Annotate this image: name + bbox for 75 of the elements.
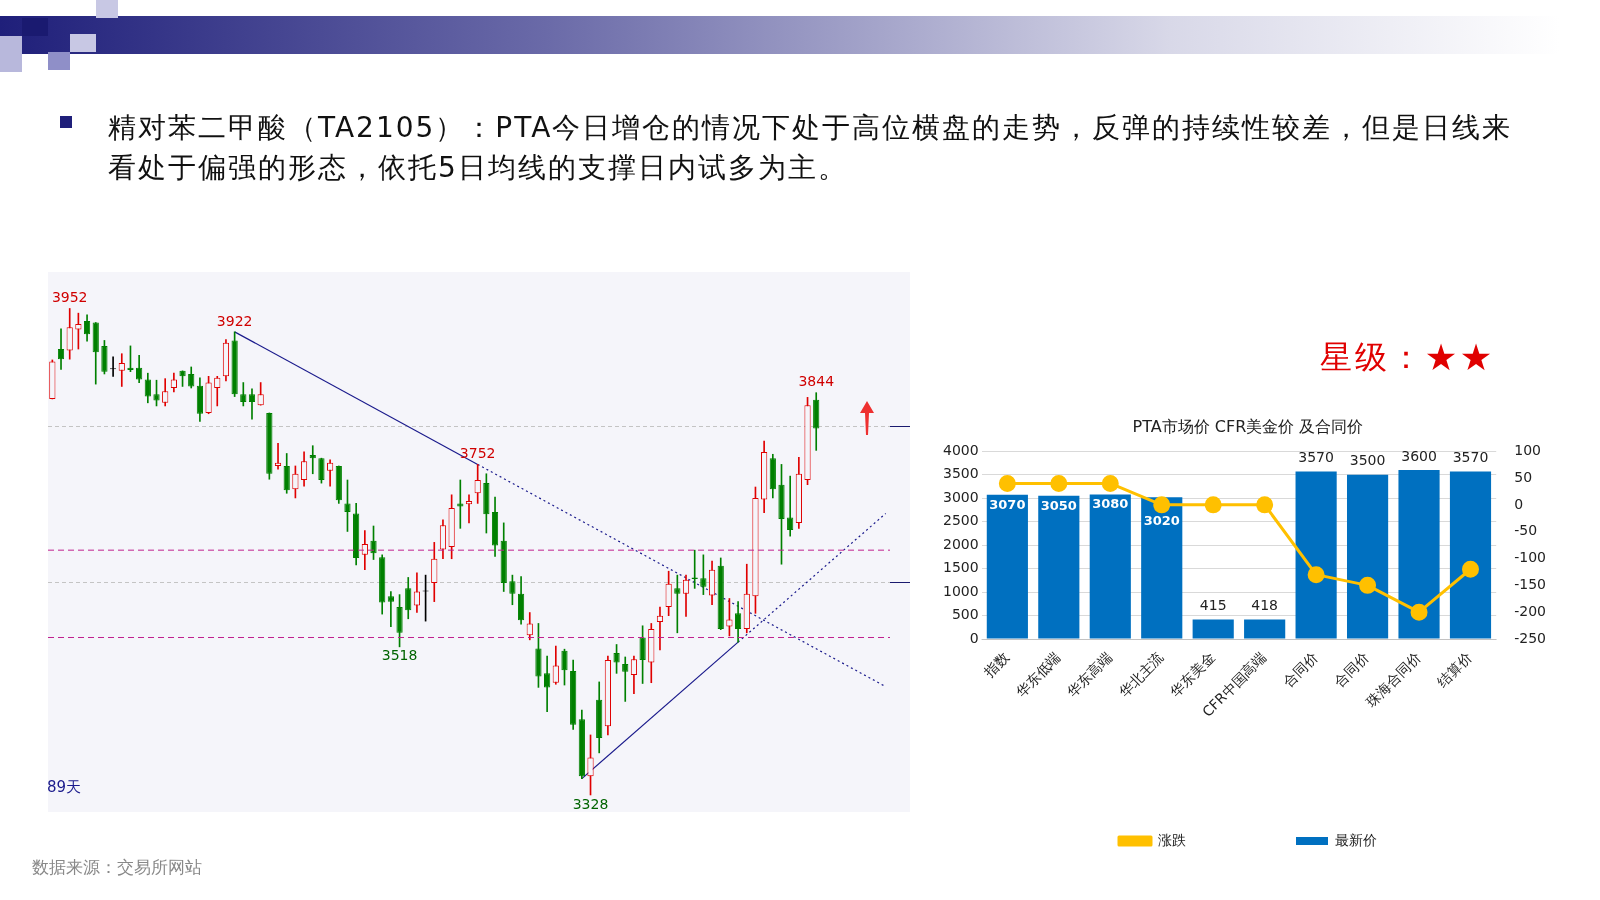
data-label: 3500 xyxy=(1349,452,1386,469)
point xyxy=(1101,474,1119,492)
point xyxy=(1359,576,1377,594)
annotation: 3518 xyxy=(381,647,418,664)
legend-label: 涨跌 xyxy=(1158,831,1186,848)
annotation: 3952 xyxy=(51,289,88,306)
bar xyxy=(986,494,1028,639)
data-label: 418 xyxy=(1251,597,1279,614)
y-tick-label: 1000 xyxy=(942,582,979,599)
point xyxy=(1204,496,1222,514)
source-note: 数据来源：交易所网站 xyxy=(32,856,202,879)
point xyxy=(1256,496,1274,514)
y-tick-label: 0 xyxy=(969,629,979,646)
legend-label: 最新价 xyxy=(1335,831,1377,848)
y2-tick-label: -200 xyxy=(1514,602,1547,619)
data-label: 3050 xyxy=(1040,497,1077,513)
bar xyxy=(1295,471,1337,639)
candlestick xyxy=(118,353,125,387)
y2-tick-label: -250 xyxy=(1514,629,1547,646)
x-tick-label: 结算价 xyxy=(1434,649,1476,691)
y2-tick-label: 100 xyxy=(1514,441,1541,458)
y-tick-label: 2000 xyxy=(942,535,979,552)
candlestick xyxy=(387,591,394,627)
data-label: 3570 xyxy=(1298,449,1334,466)
annotation: 3752 xyxy=(459,445,496,462)
annotation: 3844 xyxy=(798,373,835,390)
candlestick xyxy=(57,328,65,370)
x-tick-label: 华东低端 xyxy=(1012,649,1064,701)
point xyxy=(1462,560,1479,578)
y-tick-label: 4000 xyxy=(942,441,979,458)
chart-title: 精对苯二甲酸（TA2105）：PTA今日增仓的情况下处于高位横盘的走势，反弹的持续性较差，但是日线来看处于偏强的形态，依托5日均线的支撑日内试多为主。 xyxy=(108,110,1514,186)
bar xyxy=(1449,471,1492,639)
point xyxy=(1307,566,1325,584)
y2-tick-label: -50 xyxy=(1514,522,1538,539)
annotation: 3328 xyxy=(572,795,609,812)
point xyxy=(998,474,1016,492)
data-label: 3080 xyxy=(1092,496,1129,512)
bar xyxy=(1244,619,1286,639)
bar xyxy=(1398,469,1440,639)
annotation: 89天 xyxy=(47,778,82,797)
chart-title: PTA市场价 CFR美金价 及合同价 xyxy=(1132,416,1364,436)
x-tick-label: 华北主流 xyxy=(1115,649,1167,701)
y-tick-label: 3000 xyxy=(942,488,979,505)
y2-tick-label: -100 xyxy=(1514,549,1547,566)
x-tick-label: 合同价 xyxy=(1279,649,1321,691)
x-tick-label: 华东高端 xyxy=(1064,649,1115,701)
y2-tick-label: 50 xyxy=(1514,468,1533,485)
data-label: 3570 xyxy=(1452,449,1489,466)
y-tick-label: 500 xyxy=(951,606,979,623)
annotation: 3922 xyxy=(216,312,253,329)
data-label: 415 xyxy=(1199,597,1227,614)
y-tick-label: 3500 xyxy=(942,465,979,482)
candlestick xyxy=(248,388,256,420)
bar xyxy=(1141,497,1183,639)
data-label: 3600 xyxy=(1401,447,1437,464)
y-tick-label: 2500 xyxy=(942,512,979,529)
y2-tick-label: -150 xyxy=(1514,576,1547,593)
candlestick xyxy=(622,656,629,702)
data-label: 3020 xyxy=(1143,512,1180,528)
point xyxy=(1410,603,1428,621)
x-tick-label: 合同价 xyxy=(1331,649,1373,691)
candlestick xyxy=(544,655,551,712)
text: 星级：★★ xyxy=(1320,337,1495,378)
bar xyxy=(1346,474,1389,639)
x-tick-label: 指数 xyxy=(980,649,1013,682)
point xyxy=(1050,474,1068,492)
bar xyxy=(1192,619,1234,639)
candlestick xyxy=(787,475,794,537)
bar xyxy=(1038,495,1080,639)
y2-tick-label: 0 xyxy=(1514,495,1524,512)
y-tick-label: 1500 xyxy=(942,559,979,576)
data-label: 3070 xyxy=(989,496,1026,512)
point xyxy=(1153,496,1171,514)
candlestick xyxy=(457,479,464,529)
bar xyxy=(1089,494,1131,639)
